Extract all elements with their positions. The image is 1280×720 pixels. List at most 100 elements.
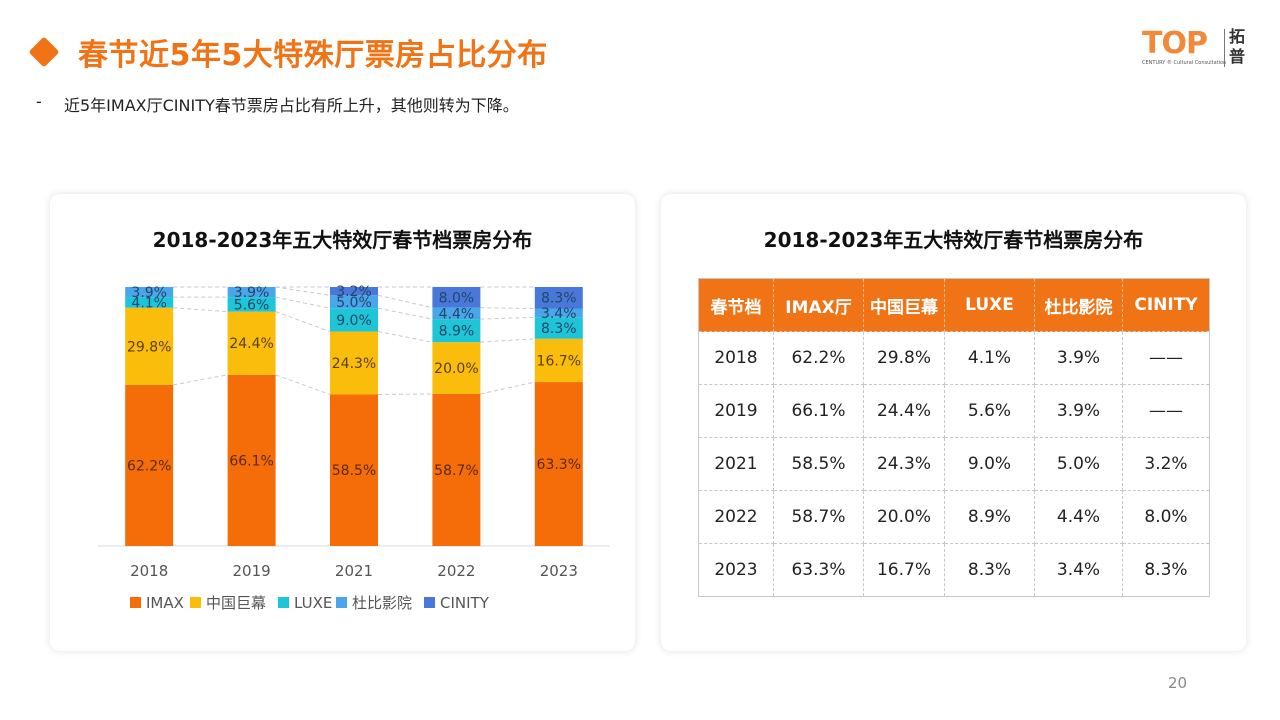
value-cell: 5.0% xyxy=(1034,437,1123,491)
bar-segment xyxy=(432,307,481,320)
value-cell: —— xyxy=(1122,331,1210,385)
data-label: 58.7% xyxy=(434,463,478,479)
legend-swatch xyxy=(278,597,289,608)
page-subtitle: 近5年IMAX厅CINITY春节票房占比有所上升，其他则转为下降。 xyxy=(64,96,519,115)
bar-segment xyxy=(534,308,583,318)
series-connector-line xyxy=(480,316,535,320)
value-cell: 8.0% xyxy=(1122,490,1210,544)
year-cell: 2023 xyxy=(698,543,774,597)
bar-segment xyxy=(432,342,481,394)
legend-label: 杜比影院 xyxy=(352,594,412,612)
top-logo: TOP CENTURY ® Cultural Consultation 拓普 xyxy=(1140,26,1250,70)
x-tick-label: 2018 xyxy=(130,562,168,580)
table-title: 2018-2023年五大特效厅春节档票房分布 xyxy=(763,228,1144,252)
value-cell: 24.3% xyxy=(863,437,945,491)
series-connector-line xyxy=(275,374,331,395)
value-cell: 3.9% xyxy=(1034,331,1123,385)
value-cell: 3.9% xyxy=(1034,384,1123,438)
bar-segment xyxy=(534,382,583,546)
bar-segment xyxy=(432,393,481,546)
header-cell: 中国巨幕 xyxy=(863,278,945,332)
table-row: 2022 58.7% 20.0% 8.9% 4.4% 8.0% xyxy=(698,490,1210,544)
series-connector-line xyxy=(377,393,433,395)
series-connector-line xyxy=(377,307,433,320)
bar-segment xyxy=(534,287,583,309)
bar-segment xyxy=(330,295,378,309)
year-cell: 2019 xyxy=(698,384,774,438)
bar-segment xyxy=(227,297,276,312)
data-label: 24.3% xyxy=(332,356,376,372)
data-label: 20.0% xyxy=(434,361,478,377)
value-cell: 8.9% xyxy=(944,490,1035,544)
logo-tagline: CENTURY ® Cultural Consultation xyxy=(1142,60,1227,66)
legend-label: IMAX xyxy=(146,594,184,612)
logo-chinese: 拓普 xyxy=(1229,27,1246,66)
table-card: 2018-2023年五大特效厅春节档票房分布 春节档 IMAX厅 中国巨幕 LU… xyxy=(661,194,1246,651)
data-label: 58.5% xyxy=(332,463,376,479)
legend-label: LUXE xyxy=(294,594,332,612)
year-cell: 2021 xyxy=(698,437,774,491)
header-cell: LUXE xyxy=(944,278,1035,332)
series-connector-line xyxy=(275,296,331,309)
x-tick-label: 2021 xyxy=(335,562,373,580)
data-label: 62.2% xyxy=(127,458,171,474)
series-connector-line xyxy=(377,294,433,309)
bar-segment xyxy=(125,297,174,308)
x-tick-label: 2022 xyxy=(437,562,475,580)
header-cell: IMAX厅 xyxy=(773,278,864,332)
value-cell: 3.4% xyxy=(1034,543,1123,597)
value-cell: 5.6% xyxy=(944,384,1035,438)
data-label: 8.3% xyxy=(541,321,577,337)
value-cell: 58.5% xyxy=(773,437,864,491)
legend-swatch xyxy=(190,597,201,608)
series-connector-line xyxy=(480,307,535,309)
value-cell: 8.3% xyxy=(944,543,1035,597)
legend-label: 中国巨幕 xyxy=(206,594,266,612)
bar-segment xyxy=(330,287,378,296)
bar-segment xyxy=(330,394,378,546)
data-label: 4.4% xyxy=(439,306,475,322)
series-connector-line xyxy=(480,338,535,343)
data-label: 8.0% xyxy=(439,290,475,306)
table-row: 2019 66.1% 24.4% 5.6% 3.9% —— xyxy=(698,384,1210,438)
data-label: 9.0% xyxy=(336,313,372,329)
value-cell: 24.4% xyxy=(863,384,945,438)
chart-title: 2018-2023年五大特效厅春节档票房分布 xyxy=(152,228,533,252)
table-row: 2021 58.5% 24.3% 9.0% 5.0% 3.2% xyxy=(698,437,1210,491)
value-cell: 29.8% xyxy=(863,331,945,385)
series-connector-line xyxy=(480,381,535,395)
value-cell: 9.0% xyxy=(944,437,1035,491)
data-label: 16.7% xyxy=(537,353,581,369)
bar-segment xyxy=(432,287,481,308)
data-label: 29.8% xyxy=(127,339,171,355)
data-label: 5.0% xyxy=(336,295,372,311)
value-cell: 58.7% xyxy=(773,490,864,544)
table-row: 2023 63.3% 16.7% 8.3% 3.4% 8.3% xyxy=(698,543,1210,597)
bar-segment xyxy=(227,374,276,546)
bar-segment xyxy=(534,317,583,339)
x-tick-label: 2023 xyxy=(540,562,578,580)
x-tick-label: 2019 xyxy=(233,562,271,580)
data-label: 3.2% xyxy=(336,284,372,300)
value-cell: 62.2% xyxy=(773,331,864,385)
series-connector-line xyxy=(173,307,228,313)
data-label: 3.4% xyxy=(541,306,577,322)
legend-swatch xyxy=(130,597,141,608)
data-label: 66.1% xyxy=(229,453,273,469)
series-connector-line xyxy=(377,331,433,343)
bar-segment xyxy=(227,311,276,375)
value-cell: 8.3% xyxy=(1122,543,1210,597)
data-label: 5.6% xyxy=(234,297,270,313)
year-cell: 2022 xyxy=(698,490,774,544)
logo-brand: TOP xyxy=(1142,26,1208,61)
bar-segment xyxy=(330,331,378,395)
legend-swatch xyxy=(336,597,347,608)
series-connector-line xyxy=(173,374,228,386)
data-label: 8.3% xyxy=(541,291,577,307)
table-header-row: 春节档 IMAX厅 中国巨幕 LUXE 杜比影院 CINITY xyxy=(698,278,1210,332)
logo-separator xyxy=(1224,29,1225,67)
bar-segment xyxy=(125,384,174,546)
data-label: 24.4% xyxy=(229,336,273,352)
legend-swatch xyxy=(424,597,435,608)
value-cell: 16.7% xyxy=(863,543,945,597)
